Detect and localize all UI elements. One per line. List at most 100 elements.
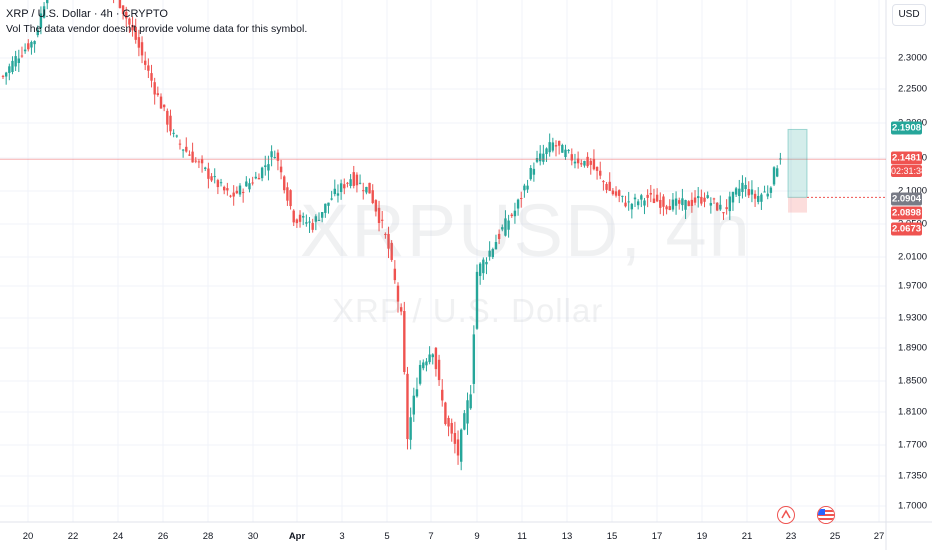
candle-body	[712, 198, 716, 200]
candle-body	[317, 219, 321, 221]
candle-body	[757, 195, 760, 202]
candle-body	[381, 219, 384, 221]
candle-body	[523, 185, 526, 191]
candle-body	[450, 422, 453, 434]
candle-body	[20, 55, 24, 57]
candle-body	[226, 188, 229, 191]
price-tick-label: 2.1000	[898, 185, 928, 197]
candle-body	[292, 210, 295, 223]
candle-body	[614, 191, 618, 196]
time-tick-label: 23	[785, 531, 797, 542]
candle-body	[447, 417, 450, 427]
candle-body	[715, 203, 719, 211]
price-tick-label: 2.3000	[898, 52, 928, 64]
candle-body	[741, 182, 744, 192]
candle-body	[611, 190, 615, 195]
time-tick-label: 15	[606, 531, 618, 542]
time-tick-label: 11	[517, 531, 527, 542]
candle-body	[621, 195, 624, 197]
candle-body	[352, 172, 355, 186]
candle-body	[235, 190, 239, 194]
candle-body	[213, 176, 216, 178]
candle-body	[494, 242, 498, 250]
candle-body	[646, 194, 649, 198]
candle-body	[475, 271, 479, 329]
candle-body	[488, 250, 491, 257]
us-flag-icon[interactable]	[817, 506, 835, 524]
candle-body	[330, 198, 333, 200]
currency-button[interactable]: USD	[892, 4, 926, 26]
candle-body	[760, 194, 763, 202]
candle-body	[482, 259, 485, 274]
time-tick-label: 21	[741, 531, 753, 542]
candle-body	[697, 196, 700, 199]
candle-body	[516, 199, 520, 209]
candle-body	[636, 201, 640, 206]
candle-body	[346, 182, 349, 184]
candle-body	[371, 190, 374, 204]
price-tick-label: 1.7000	[898, 500, 928, 512]
candle-body	[703, 197, 706, 202]
time-tick-label: 19	[696, 531, 708, 542]
candle-body	[630, 203, 634, 210]
target-price-label: 2.1908	[891, 121, 922, 135]
candle-body	[706, 195, 709, 199]
candle-body	[599, 170, 602, 176]
candle-body	[283, 176, 286, 191]
candle-body	[216, 180, 220, 188]
candle-body	[289, 190, 292, 207]
candle-body	[365, 186, 368, 193]
candle-body	[750, 189, 754, 195]
candle-body	[469, 394, 472, 409]
candle-body	[491, 249, 494, 258]
candle-body	[238, 185, 242, 195]
candle-body	[532, 168, 536, 175]
candle-body	[728, 196, 731, 212]
earnings-icon[interactable]	[777, 506, 795, 524]
time-tick-label: 28	[202, 531, 214, 542]
time-tick-label: 17	[651, 531, 663, 542]
candle-body	[539, 153, 542, 162]
price-tick-label: 1.8500	[898, 375, 928, 387]
candle-body	[298, 214, 302, 222]
candle-body	[551, 142, 555, 151]
candle-body	[162, 104, 166, 108]
candle-body	[245, 181, 248, 187]
candle-body	[140, 42, 144, 56]
candle-body	[406, 373, 409, 440]
candle-body	[453, 433, 457, 444]
candle-body	[134, 26, 137, 40]
time-tick-label: Apr	[288, 531, 306, 542]
candle-body	[671, 199, 675, 210]
candle-body	[30, 41, 33, 48]
candle-body	[681, 198, 684, 206]
countdown-label: 02:31:38	[891, 165, 927, 177]
candle-body	[564, 149, 567, 157]
candle-body	[608, 181, 611, 191]
candle-body	[444, 402, 447, 424]
candle-body	[478, 263, 482, 276]
volume-note: Vol The data vendor doesn't provide volu…	[6, 23, 308, 35]
time-tick-label: 27	[873, 531, 885, 542]
candle-body	[529, 167, 532, 180]
candle-body	[267, 164, 270, 171]
candle-body	[554, 145, 558, 147]
candle-body	[504, 218, 507, 236]
candle-body	[150, 73, 153, 81]
symbol-legend[interactable]: XRP / U.S. Dollar · 4h · CRYPTO	[6, 8, 168, 20]
stop-bottom-label: 2.0673	[891, 222, 922, 236]
time-tick-label: 25	[829, 531, 841, 542]
candle-body	[595, 166, 599, 171]
candle-body	[14, 56, 17, 67]
price-tick-label: 1.8900	[898, 342, 928, 354]
candle-body	[175, 135, 178, 137]
entry-price-label: 2.0904	[891, 192, 922, 206]
candle-body	[497, 233, 501, 240]
candle-body	[305, 222, 308, 224]
candle-body	[753, 193, 757, 199]
candle-body	[159, 96, 163, 109]
candle-body	[776, 168, 779, 177]
time-tick-label: 13	[561, 531, 573, 542]
price-tick-label: 2.0100	[898, 251, 928, 263]
